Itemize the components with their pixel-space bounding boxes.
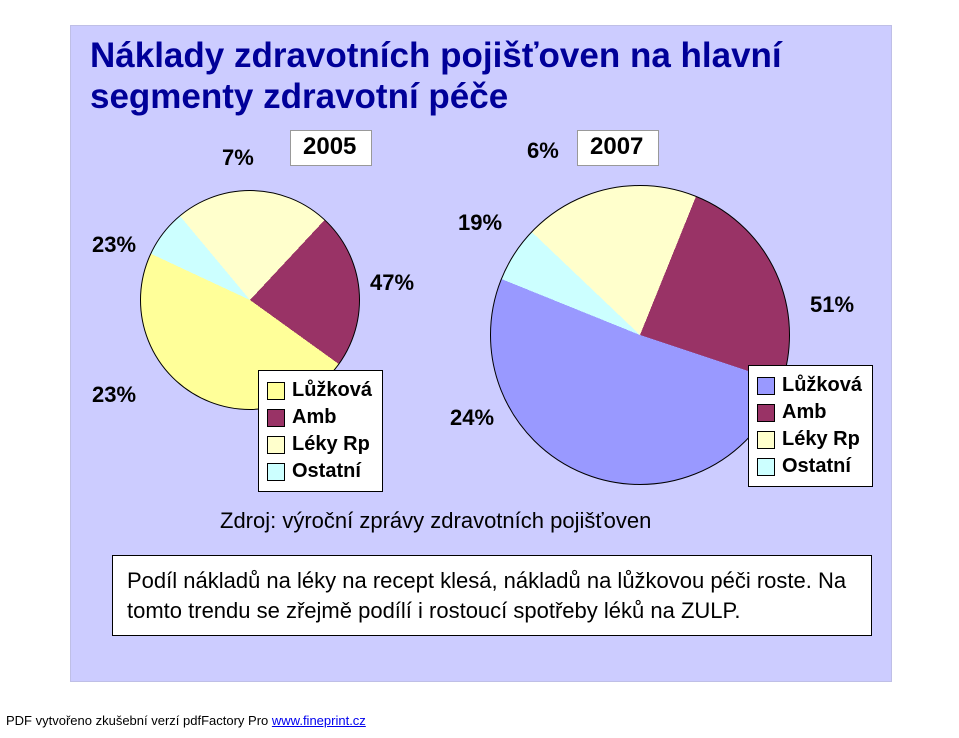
legend-label: Ostatní: [782, 453, 851, 480]
pct-2005-amb: 23%: [92, 382, 136, 408]
pdf-footer: PDF vytvořeno zkušební verzí pdfFactory …: [6, 713, 366, 728]
legend-label: Léky Rp: [782, 426, 860, 453]
note-box: Podíl nákladů na léky na recept klesá, n…: [112, 555, 872, 636]
legend-swatch: [757, 377, 775, 395]
legend-label: Amb: [782, 399, 826, 426]
footer-link[interactable]: www.fineprint.cz: [272, 713, 366, 728]
legend-item: Ostatní: [757, 453, 862, 480]
footer-prefix: PDF vytvořeno zkušební verzí pdfFactory …: [6, 713, 272, 728]
pie-chart-2007: [490, 185, 790, 485]
legend-label: Lůžková: [782, 372, 862, 399]
legend-label: Léky Rp: [292, 431, 370, 458]
legend-item: Léky Rp: [757, 426, 862, 453]
legend-item: Amb: [757, 399, 862, 426]
legend-swatch: [267, 409, 285, 427]
legend-label: Lůžková: [292, 377, 372, 404]
legend-2007: LůžkováAmbLéky RpOstatní: [748, 365, 873, 487]
year-left: 2005: [303, 133, 356, 161]
pct-2007-luzkova: 51%: [810, 292, 854, 318]
pie-2007-disc: [490, 185, 790, 485]
legend-swatch: [267, 436, 285, 454]
pct-2007-amb: 24%: [450, 405, 494, 431]
pct-2005-ostatni: 7%: [222, 145, 254, 171]
legend-item: Amb: [267, 404, 372, 431]
pct-2005-lekyrp: 23%: [92, 232, 136, 258]
legend-swatch: [267, 382, 285, 400]
pct-2007-ostatni: 6%: [527, 138, 559, 164]
slide: Náklady zdravotních pojišťoven na hlavní…: [0, 0, 959, 738]
legend-swatch: [757, 431, 775, 449]
year-right: 2007: [590, 133, 643, 161]
legend-item: Ostatní: [267, 458, 372, 485]
pct-2005-luzkova: 47%: [370, 270, 414, 296]
legend-swatch: [267, 463, 285, 481]
legend-item: Léky Rp: [267, 431, 372, 458]
legend-swatch: [757, 458, 775, 476]
pct-2007-lekyrp: 19%: [458, 210, 502, 236]
legend-label: Amb: [292, 404, 336, 431]
source-text: Zdroj: výroční zprávy zdravotních pojišť…: [220, 508, 651, 534]
slide-title: Náklady zdravotních pojišťoven na hlavní…: [90, 35, 870, 118]
legend-item: Lůžková: [757, 372, 862, 399]
legend-swatch: [757, 404, 775, 422]
legend-item: Lůžková: [267, 377, 372, 404]
legend-2005: LůžkováAmbLéky RpOstatní: [258, 370, 383, 492]
legend-label: Ostatní: [292, 458, 361, 485]
